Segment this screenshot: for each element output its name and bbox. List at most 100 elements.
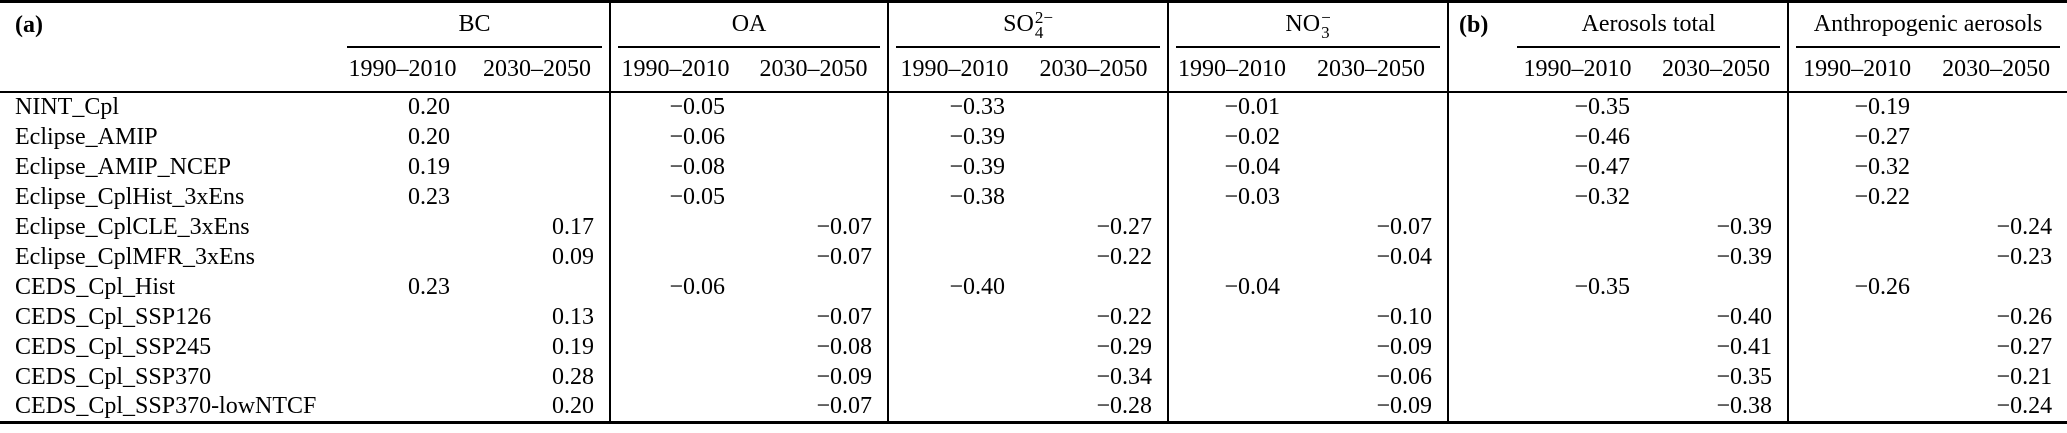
spacer-cell bbox=[1448, 362, 1510, 392]
value-cell bbox=[1295, 92, 1450, 122]
section-b-label: (b) bbox=[1459, 12, 1489, 38]
value-cell bbox=[1788, 302, 1925, 332]
value-cell: −0.39 bbox=[949, 123, 1006, 150]
value-cell: −0.27 bbox=[1854, 123, 1911, 150]
spacer-cell bbox=[1448, 182, 1510, 212]
value-cell: −0.40 bbox=[949, 273, 1006, 300]
value-cell: −0.32 bbox=[1574, 183, 1631, 210]
value-cell: 0.20 bbox=[408, 94, 450, 120]
value-cell bbox=[1645, 92, 1790, 122]
value-cell bbox=[1295, 272, 1450, 302]
period-label-no3-2030: 2030–2050 bbox=[1295, 48, 1450, 93]
value-cell bbox=[888, 392, 1020, 422]
col-group-bc: BC bbox=[340, 1, 612, 48]
value-cell: −0.41 bbox=[1645, 332, 1790, 362]
value-cell: −0.04 bbox=[1295, 242, 1450, 272]
so4-subsuperscript: 2− 4 bbox=[1034, 7, 1053, 42]
value-cell bbox=[1510, 392, 1645, 422]
section-a-label: (a) bbox=[15, 12, 43, 38]
value-cell bbox=[1645, 152, 1790, 182]
value-cell bbox=[888, 212, 1020, 242]
col-group-no3: NO −3 bbox=[1168, 1, 1450, 48]
value-cell: −0.47 bbox=[1574, 153, 1631, 180]
period-label-bc-1990: 1990–2010 bbox=[340, 48, 465, 93]
spacer-cell bbox=[1448, 152, 1510, 182]
value-cell bbox=[340, 212, 465, 242]
value-cell bbox=[1168, 242, 1295, 272]
value-cell: −0.35 bbox=[1574, 273, 1631, 300]
value-cell bbox=[1925, 272, 2067, 302]
value-cell bbox=[1295, 122, 1450, 152]
value-cell bbox=[1510, 302, 1645, 332]
value-cell: −0.08 bbox=[669, 153, 726, 180]
value-cell bbox=[1925, 122, 2067, 152]
value-cell: 0.13 bbox=[465, 302, 612, 332]
value-cell: −0.08 bbox=[740, 332, 890, 362]
period-label-at-1990: 1990–2010 bbox=[1510, 48, 1646, 93]
value-cell: 0.23 bbox=[408, 273, 450, 300]
value-cell bbox=[888, 332, 1020, 362]
value-cell: 0.19 bbox=[408, 153, 450, 180]
value-cell bbox=[465, 182, 612, 212]
value-cell: −0.04 bbox=[1224, 153, 1281, 180]
value-cell bbox=[888, 362, 1020, 392]
value-cell: −0.34 bbox=[1020, 362, 1170, 392]
spacer-cell bbox=[1448, 92, 1510, 122]
row-label: NINT_Cpl bbox=[15, 94, 119, 120]
table-row: CEDS_Cpl_SSP126 0.13 −0.07 −0.22 −0.10 −0.40 −… bbox=[0, 302, 2067, 332]
value-cell: −0.09 bbox=[1295, 392, 1450, 422]
value-cell bbox=[1168, 362, 1295, 392]
table-row: CEDS_Cpl_Hist 0.23 −0.06 −0.40 −0.04 −0.35 −0.… bbox=[0, 272, 2067, 302]
table-row: Eclipse_AMIP 0.20 −0.06 −0.39 −0.02 −0.46 −0.2… bbox=[0, 122, 2067, 152]
no3-group-label: NO bbox=[1285, 11, 1321, 37]
spacer-cell bbox=[1448, 122, 1510, 152]
value-cell: −0.39 bbox=[1645, 242, 1790, 272]
row-label: Eclipse_CplMFR_3xEns bbox=[15, 243, 256, 270]
spacer-cell bbox=[1448, 212, 1510, 242]
value-cell: −0.07 bbox=[1295, 212, 1450, 242]
col-group-oa: OA bbox=[610, 1, 890, 48]
value-cell bbox=[740, 272, 890, 302]
value-cell: −0.33 bbox=[949, 94, 1006, 120]
value-cell bbox=[1645, 122, 1790, 152]
value-cell: −0.22 bbox=[1020, 302, 1170, 332]
value-cell: −0.46 bbox=[1574, 123, 1631, 150]
value-cell bbox=[340, 242, 465, 272]
spacer-cell bbox=[1448, 302, 1510, 332]
period-label-oa-1990: 1990–2010 bbox=[610, 48, 741, 93]
value-cell: 0.17 bbox=[465, 212, 612, 242]
value-cell: −0.24 bbox=[1996, 213, 2053, 240]
value-cell bbox=[1788, 362, 1925, 392]
period-label-oa-2030: 2030–2050 bbox=[740, 48, 890, 93]
value-cell bbox=[1788, 242, 1925, 272]
value-cell: 0.19 bbox=[465, 332, 612, 362]
value-cell: −0.10 bbox=[1295, 302, 1450, 332]
value-cell bbox=[610, 332, 740, 362]
value-cell: −0.27 bbox=[1020, 212, 1170, 242]
row-label: CEDS_Cpl_SSP245 bbox=[15, 333, 212, 360]
value-cell: −0.35 bbox=[1645, 362, 1790, 392]
so4-group-label: SO bbox=[1003, 11, 1034, 37]
value-cell: −0.04 bbox=[1224, 273, 1281, 300]
value-cell bbox=[340, 332, 465, 362]
value-cell bbox=[1295, 182, 1450, 212]
value-cell: 0.20 bbox=[408, 123, 450, 150]
value-cell bbox=[1168, 332, 1295, 362]
value-cell bbox=[610, 362, 740, 392]
value-cell: −0.29 bbox=[1020, 332, 1170, 362]
value-cell: −0.05 bbox=[669, 94, 726, 120]
anthropogenic-aerosols-group-label: Anthropogenic aerosols bbox=[1813, 11, 2043, 37]
row-label: Eclipse_AMIP bbox=[15, 123, 158, 150]
value-cell: −0.26 bbox=[1854, 273, 1911, 300]
oa-group-label: OA bbox=[731, 11, 767, 37]
value-cell: −0.38 bbox=[1645, 392, 1790, 422]
value-cell bbox=[610, 242, 740, 272]
value-cell: −0.06 bbox=[669, 123, 726, 150]
value-cell bbox=[1020, 122, 1170, 152]
spacer-cell bbox=[1448, 272, 1510, 302]
aerosols-total-group-label: Aerosols total bbox=[1581, 11, 1716, 37]
value-cell bbox=[465, 92, 612, 122]
group-header-row: (a) BC OA SO 2− 4 NO −3 (b) bbox=[0, 1, 2067, 48]
value-cell bbox=[1645, 182, 1790, 212]
